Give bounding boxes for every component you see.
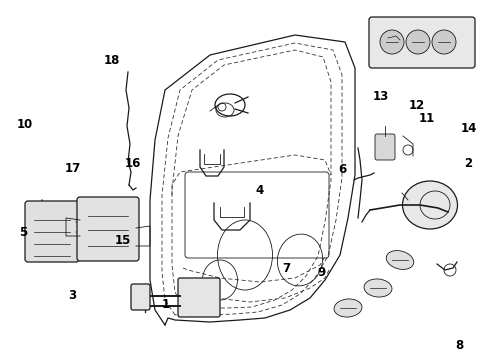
Text: 18: 18 <box>103 54 120 67</box>
Circle shape <box>405 30 429 54</box>
Text: 8: 8 <box>455 339 463 352</box>
Ellipse shape <box>333 299 361 317</box>
Text: 11: 11 <box>417 112 434 125</box>
Text: 1: 1 <box>161 298 169 311</box>
Circle shape <box>379 30 403 54</box>
Text: 9: 9 <box>317 266 325 279</box>
Ellipse shape <box>363 279 391 297</box>
Text: 4: 4 <box>255 184 263 197</box>
Text: 3: 3 <box>68 289 76 302</box>
Text: 15: 15 <box>115 234 131 247</box>
FancyBboxPatch shape <box>368 17 474 68</box>
Text: 2: 2 <box>464 157 471 170</box>
Text: 16: 16 <box>124 157 141 170</box>
Ellipse shape <box>402 181 457 229</box>
Text: 5: 5 <box>20 226 27 239</box>
Text: 17: 17 <box>64 162 81 175</box>
Text: 7: 7 <box>282 262 289 275</box>
Text: 6: 6 <box>338 163 346 176</box>
FancyBboxPatch shape <box>178 278 220 317</box>
Ellipse shape <box>386 251 413 269</box>
Text: 13: 13 <box>371 90 388 103</box>
FancyBboxPatch shape <box>25 201 79 262</box>
FancyBboxPatch shape <box>77 197 139 261</box>
FancyBboxPatch shape <box>374 134 394 160</box>
Text: 14: 14 <box>459 122 476 135</box>
Text: 10: 10 <box>16 118 33 131</box>
Circle shape <box>431 30 455 54</box>
FancyBboxPatch shape <box>131 284 150 310</box>
Text: 12: 12 <box>407 99 424 112</box>
